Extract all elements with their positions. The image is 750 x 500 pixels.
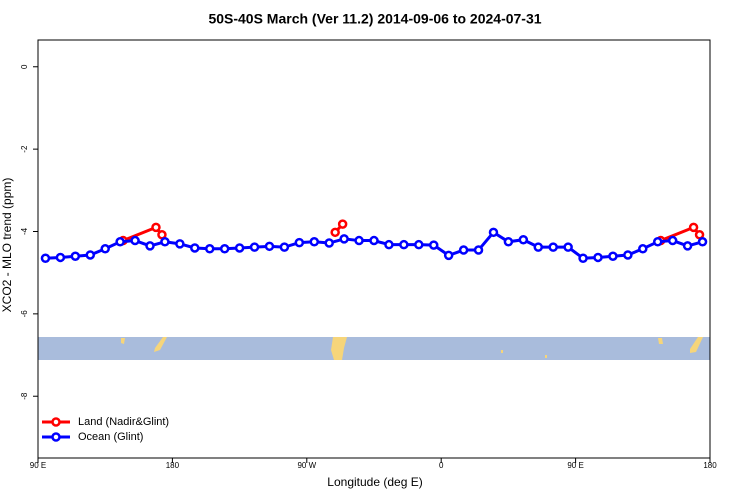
data-point <box>145 241 155 251</box>
data-point <box>638 244 648 254</box>
data-point <box>458 245 469 255</box>
y-tick-label: 0 <box>20 64 29 69</box>
data-point <box>70 251 81 261</box>
plot-frame <box>37 39 711 459</box>
data-point <box>623 250 633 260</box>
data-point <box>204 244 215 254</box>
legend-marker <box>51 417 61 427</box>
data-point <box>652 237 663 247</box>
data-point <box>55 252 66 263</box>
x-tick-label: 90 E <box>567 461 583 470</box>
x-tick-label: 180 <box>166 461 180 470</box>
data-point <box>488 227 499 238</box>
data-point <box>399 239 409 250</box>
data-point <box>190 243 200 253</box>
data-point <box>324 238 334 248</box>
data-point <box>443 250 454 261</box>
y-axis-label: XCO2 - MLO trend (ppm) <box>0 178 14 313</box>
data-point <box>608 251 618 261</box>
data-point <box>563 242 573 252</box>
data-point <box>384 239 394 250</box>
x-axis-label: Longitude (deg E) <box>327 475 422 489</box>
y-tick-label: -2 <box>20 145 29 153</box>
data-point <box>85 250 96 260</box>
data-point <box>593 252 603 263</box>
x-tick-label: 0 <box>439 461 444 470</box>
chart-title: 50S-40S March (Ver 11.2) 2014-09-06 to 2… <box>208 11 541 27</box>
data-point <box>264 241 275 252</box>
data-point <box>503 237 514 247</box>
data-point <box>100 244 110 254</box>
data-point <box>330 227 340 238</box>
data-point <box>548 242 558 252</box>
data-point <box>414 239 424 250</box>
data-point <box>249 242 260 252</box>
data-point <box>234 243 245 253</box>
data-point <box>337 219 348 229</box>
legend-label: Land (Nadir&Glint) <box>78 416 169 428</box>
x-tick-label: 180 <box>703 461 717 470</box>
data-point <box>309 237 320 247</box>
x-tick-label: 90 W <box>297 461 316 470</box>
data-point <box>533 242 544 252</box>
data-point <box>518 234 529 245</box>
y-tick-label: -8 <box>20 392 29 400</box>
data-point <box>339 234 349 244</box>
data-point <box>369 235 379 246</box>
data-point <box>175 239 185 249</box>
data-point <box>219 244 230 254</box>
map-strip <box>38 337 710 360</box>
data-point <box>682 241 693 251</box>
legend-label: Ocean (Glint) <box>78 431 143 443</box>
data-point <box>473 245 484 255</box>
data-point <box>667 235 678 246</box>
x-tick-label: 90 E <box>30 461 46 470</box>
data-point <box>115 237 125 247</box>
y-tick-label: -4 <box>20 227 29 235</box>
data-point <box>354 235 364 246</box>
data-point <box>578 253 588 264</box>
data-point <box>294 237 305 248</box>
data-point <box>151 222 161 233</box>
data-point <box>697 237 708 247</box>
data-point <box>40 253 51 264</box>
y-tick-label: -6 <box>20 310 29 318</box>
data-point <box>428 240 439 250</box>
data-point <box>160 237 170 247</box>
data-point <box>130 235 140 246</box>
data-point <box>688 222 699 233</box>
legend-marker <box>51 432 61 442</box>
data-point <box>279 242 290 252</box>
